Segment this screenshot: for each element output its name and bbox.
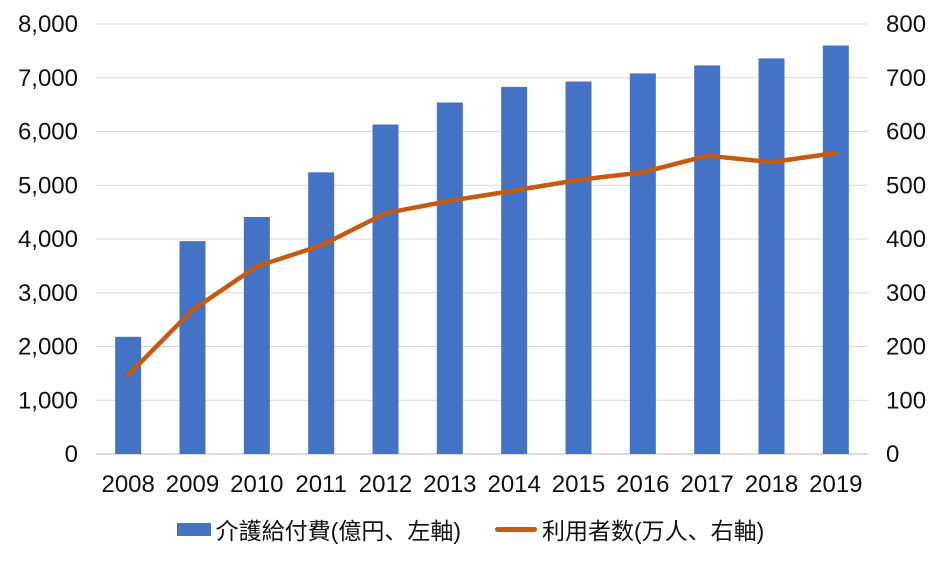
bar-2014 — [501, 86, 528, 454]
legend-item-line-series: 利用者数(万人、右軸) — [495, 512, 764, 546]
left-axis-tick-label: 5,000 — [18, 172, 78, 199]
left-axis-tick-label: 7,000 — [18, 65, 78, 92]
x-axis-tick-label: 2010 — [230, 471, 283, 498]
x-axis-tick-label: 2015 — [552, 471, 605, 498]
bar-2008 — [115, 336, 142, 454]
bar-2017 — [694, 65, 721, 454]
chart-legend: 介護給付費(億円、左軸) 利用者数(万人、右軸) — [0, 512, 941, 546]
bar-2019 — [822, 45, 849, 454]
bar-2013 — [436, 102, 463, 454]
bar-2011 — [308, 172, 335, 454]
left-axis-tick-label: 1,000 — [18, 387, 78, 414]
left-axis-tick-label: 6,000 — [18, 119, 78, 146]
left-axis-tick-label: 4,000 — [18, 226, 78, 253]
x-axis-tick-label: 2013 — [423, 471, 476, 498]
x-axis-tick-label: 2017 — [680, 471, 733, 498]
legend-label-bar-series: 介護給付費(億円、左軸) — [215, 518, 461, 544]
right-axis-tick-label: 500 — [886, 172, 926, 199]
x-axis-tick-label: 2008 — [101, 471, 154, 498]
x-axis-tick-label: 2009 — [166, 471, 219, 498]
x-axis-tick-label: 2016 — [616, 471, 669, 498]
left-axis-tick-label: 0 — [65, 441, 78, 468]
line-series-path — [125, 150, 839, 378]
x-axis-tick-label: 2019 — [809, 471, 862, 498]
right-axis-tick-label: 0 — [886, 441, 899, 468]
right-axis-tick-label: 700 — [886, 65, 926, 92]
x-axis-tick-label: 2018 — [745, 471, 798, 498]
right-axis-tick-label: 200 — [886, 334, 926, 361]
left-axis-tick-label: 8,000 — [18, 11, 78, 38]
line-series-swatch-icon — [495, 526, 537, 532]
bar-series-swatch-icon — [176, 522, 211, 536]
legend-label-line-series: 利用者数(万人、右軸) — [542, 518, 765, 544]
right-axis-tick-label: 400 — [886, 226, 926, 253]
left-axis-tick-label: 3,000 — [18, 280, 78, 307]
right-axis-tick-label: 600 — [886, 119, 926, 146]
left-axis-tick-label: 2,000 — [18, 334, 78, 361]
legend-item-bar-series: 介護給付費(億円、左軸) — [176, 512, 461, 546]
right-axis-tick-label: 800 — [886, 11, 926, 38]
x-axis-tick-label: 2011 — [295, 471, 347, 498]
x-axis-tick-label: 2014 — [487, 471, 540, 498]
bar-2015 — [565, 81, 592, 454]
bar-2010 — [243, 216, 270, 454]
right-axis-tick-label: 300 — [886, 280, 926, 307]
bar-2018 — [758, 58, 785, 455]
bar-2012 — [372, 124, 399, 454]
bar-2016 — [629, 73, 656, 454]
bar-2009 — [179, 241, 206, 454]
x-axis-tick-label: 2012 — [359, 471, 412, 498]
right-axis-tick-label: 100 — [886, 387, 926, 414]
